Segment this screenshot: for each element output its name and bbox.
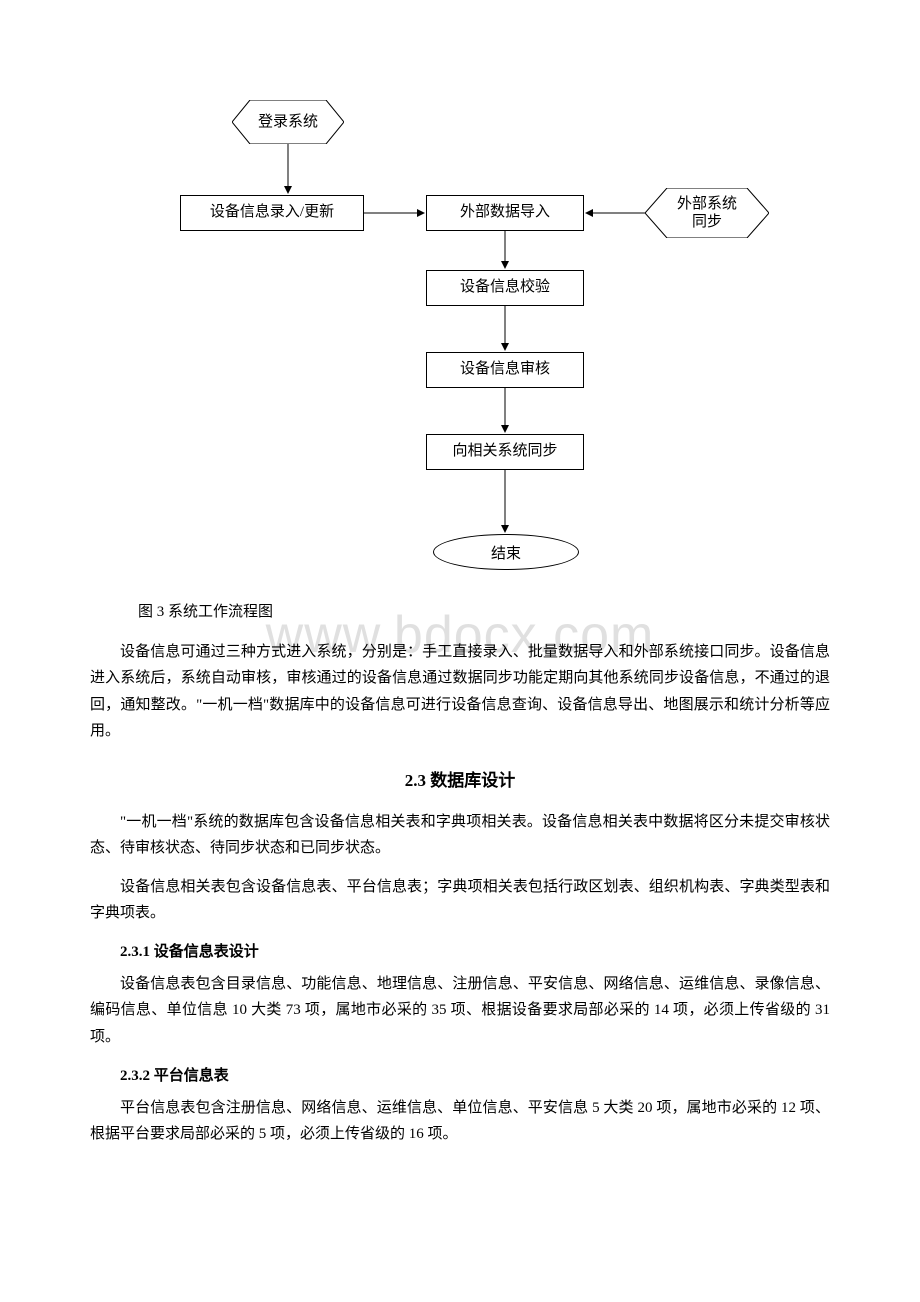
paragraph-5: 平台信息表包含注册信息、网络信息、运维信息、单位信息、平安信息 5 大类 20 … [90,1095,830,1148]
paragraph-1: 设备信息可通过三种方式进入系统，分别是：手工直接录入、批量数据导入和外部系统接口… [90,639,830,744]
paragraph-4: 设备信息表包含目录信息、功能信息、地理信息、注册信息、平安信息、网络信息、运维信… [90,971,830,1050]
flowchart-figure: 登录系统 设备信息录入/更新 外部数据导入 外部系统 同步 设备信息校验 设备信… [120,80,800,590]
paragraph-2: "一机一档"系统的数据库包含设备信息相关表和字典项相关表。设备信息相关表中数据将… [90,809,830,862]
paragraph-3: 设备信息相关表包含设备信息表、平台信息表；字典项相关表包括行政区划表、组织机构表… [90,874,830,927]
section-2-3-heading: 2.3 数据库设计 [90,766,830,791]
flowchart-arrows [120,80,800,590]
flow-node-sync-ext-label: 外部系统 同步 [677,195,737,231]
subsection-2-3-1-heading: 2.3.1 设备信息表设计 [90,940,830,961]
flow-node-login-label: 登录系统 [258,113,318,131]
figure-caption: 图 3 系统工作流程图 [108,600,830,621]
subsection-2-3-2-heading: 2.3.2 平台信息表 [90,1064,830,1085]
